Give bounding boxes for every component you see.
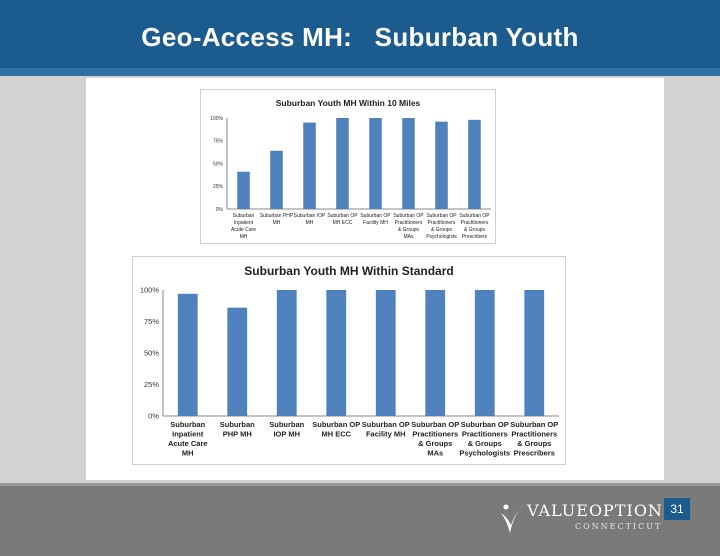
x-category-label: Practitioners: [461, 220, 489, 226]
bar: [336, 118, 349, 209]
x-category-label: Suburban OP: [327, 213, 358, 219]
x-category-label: & Groups: [418, 439, 452, 448]
bar: [468, 119, 481, 209]
x-category-label: Practitioners: [462, 430, 508, 439]
bar: [326, 290, 347, 416]
y-tick-label: 75%: [144, 317, 159, 326]
logo-swoosh-icon: [501, 503, 525, 533]
x-category-label: Prescribers: [514, 449, 555, 458]
x-category-label: Suburban: [220, 420, 255, 429]
x-category-label: Suburban OP: [510, 420, 558, 429]
slide-header: [0, 0, 720, 76]
x-category-label: Suburban OP: [411, 420, 459, 429]
y-tick-label: 25%: [213, 184, 224, 190]
bar: [524, 290, 545, 416]
x-category-label: & Groups: [468, 439, 502, 448]
x-category-label: MH ECC: [321, 430, 351, 439]
slide-footer: [0, 483, 720, 556]
x-category-label: Suburban OP: [459, 213, 490, 219]
x-category-label: IOP MH: [273, 430, 300, 439]
x-category-label: MH ECC: [333, 220, 353, 226]
x-category-label: Prescribers: [462, 234, 488, 240]
x-category-label: Inpatient: [234, 220, 254, 226]
y-tick-label: 50%: [213, 161, 224, 167]
x-category-label: Suburban OP: [312, 420, 360, 429]
footer-divider: [0, 483, 720, 486]
x-category-label: & Groups: [464, 227, 486, 233]
bar: [474, 290, 495, 416]
logo-name: VALUEOPTIONS®: [527, 501, 692, 520]
x-category-label: MAs: [404, 234, 415, 240]
x-category-label: Suburban OP: [360, 213, 391, 219]
x-category-label: Acute Care: [168, 439, 208, 448]
bar: [369, 118, 382, 209]
x-category-label: Suburban OP: [426, 213, 457, 219]
x-category-label: MAs: [427, 449, 443, 458]
x-category-label: Suburban: [233, 213, 255, 219]
page-number: 31: [664, 498, 690, 520]
bar: [435, 121, 448, 209]
x-category-label: MH: [306, 220, 314, 226]
x-category-label: Suburban OP: [362, 420, 410, 429]
chart-within-10-miles-svg: Suburban Youth MH Within 10 Miles 0% 25% 50…: [210, 98, 491, 240]
y-tick-label: 25%: [144, 380, 159, 389]
x-category-label: Suburban: [170, 420, 205, 429]
chart-title: Suburban Youth MH Within Standard: [244, 264, 453, 278]
x-category-label: Inpatient: [172, 430, 204, 439]
y-tick-label: 75%: [213, 139, 224, 145]
x-category-label: Practitioners: [395, 220, 423, 226]
chart-title: Suburban Youth MH Within 10 Miles: [276, 98, 421, 108]
x-category-label: Suburban OP: [393, 213, 424, 219]
x-category-label: Practitioners: [428, 220, 456, 226]
bar: [303, 122, 316, 209]
x-category-label: MH: [273, 220, 281, 226]
slide-title: Geo-Access MH: Suburban Youth: [141, 22, 579, 52]
x-category-label: Psychologists: [426, 234, 457, 240]
chart-within-standard: Suburban Youth MH Within Standard 0% 25% 50…: [132, 256, 566, 465]
logo-subtitle: CONNECTICUT: [575, 522, 663, 531]
x-category-label: PHP MH: [223, 430, 252, 439]
x-category-label: MH: [240, 234, 248, 240]
x-category-label: MH: [182, 449, 194, 458]
valueoptions-logo: VALUEOPTIONS® CONNECTICUT: [497, 497, 691, 541]
x-category-label: Practitioners: [511, 430, 557, 439]
bar: [276, 290, 297, 416]
header-stripe: [0, 68, 720, 76]
x-category-label: Suburban IOP: [294, 213, 326, 219]
x-category-label: Facility MH: [363, 220, 388, 226]
x-category-label: Suburban: [269, 420, 304, 429]
bar: [375, 290, 396, 416]
x-category-label: & Groups: [398, 227, 420, 233]
bar: [177, 293, 198, 416]
x-category-label: Psychologists: [459, 449, 510, 458]
bar: [425, 290, 446, 416]
x-category-label: Suburban OP: [461, 420, 509, 429]
y-tick-label: 50%: [144, 349, 159, 358]
bar: [270, 150, 283, 209]
x-category-label: Practitioners: [412, 430, 458, 439]
y-tick-label: 100%: [210, 116, 223, 122]
x-category-label: & Groups: [517, 439, 551, 448]
bar: [237, 171, 250, 209]
x-category-label: Acute Care: [231, 227, 256, 233]
y-tick-label: 100%: [140, 286, 160, 295]
bar: [402, 118, 415, 209]
bar: [227, 307, 248, 416]
y-tick-label: 0%: [148, 412, 159, 421]
y-tick-label: 0%: [216, 207, 224, 213]
x-category-label: & Groups: [431, 227, 453, 233]
chart-within-standard-svg: Suburban Youth MH Within Standard 0% 25% 50…: [140, 264, 559, 458]
x-category-label: Suburban PHP: [260, 213, 294, 219]
chart-within-10-miles: Suburban Youth MH Within 10 Miles 0% 25% 50…: [200, 89, 496, 244]
x-category-label: Facility MH: [366, 430, 406, 439]
